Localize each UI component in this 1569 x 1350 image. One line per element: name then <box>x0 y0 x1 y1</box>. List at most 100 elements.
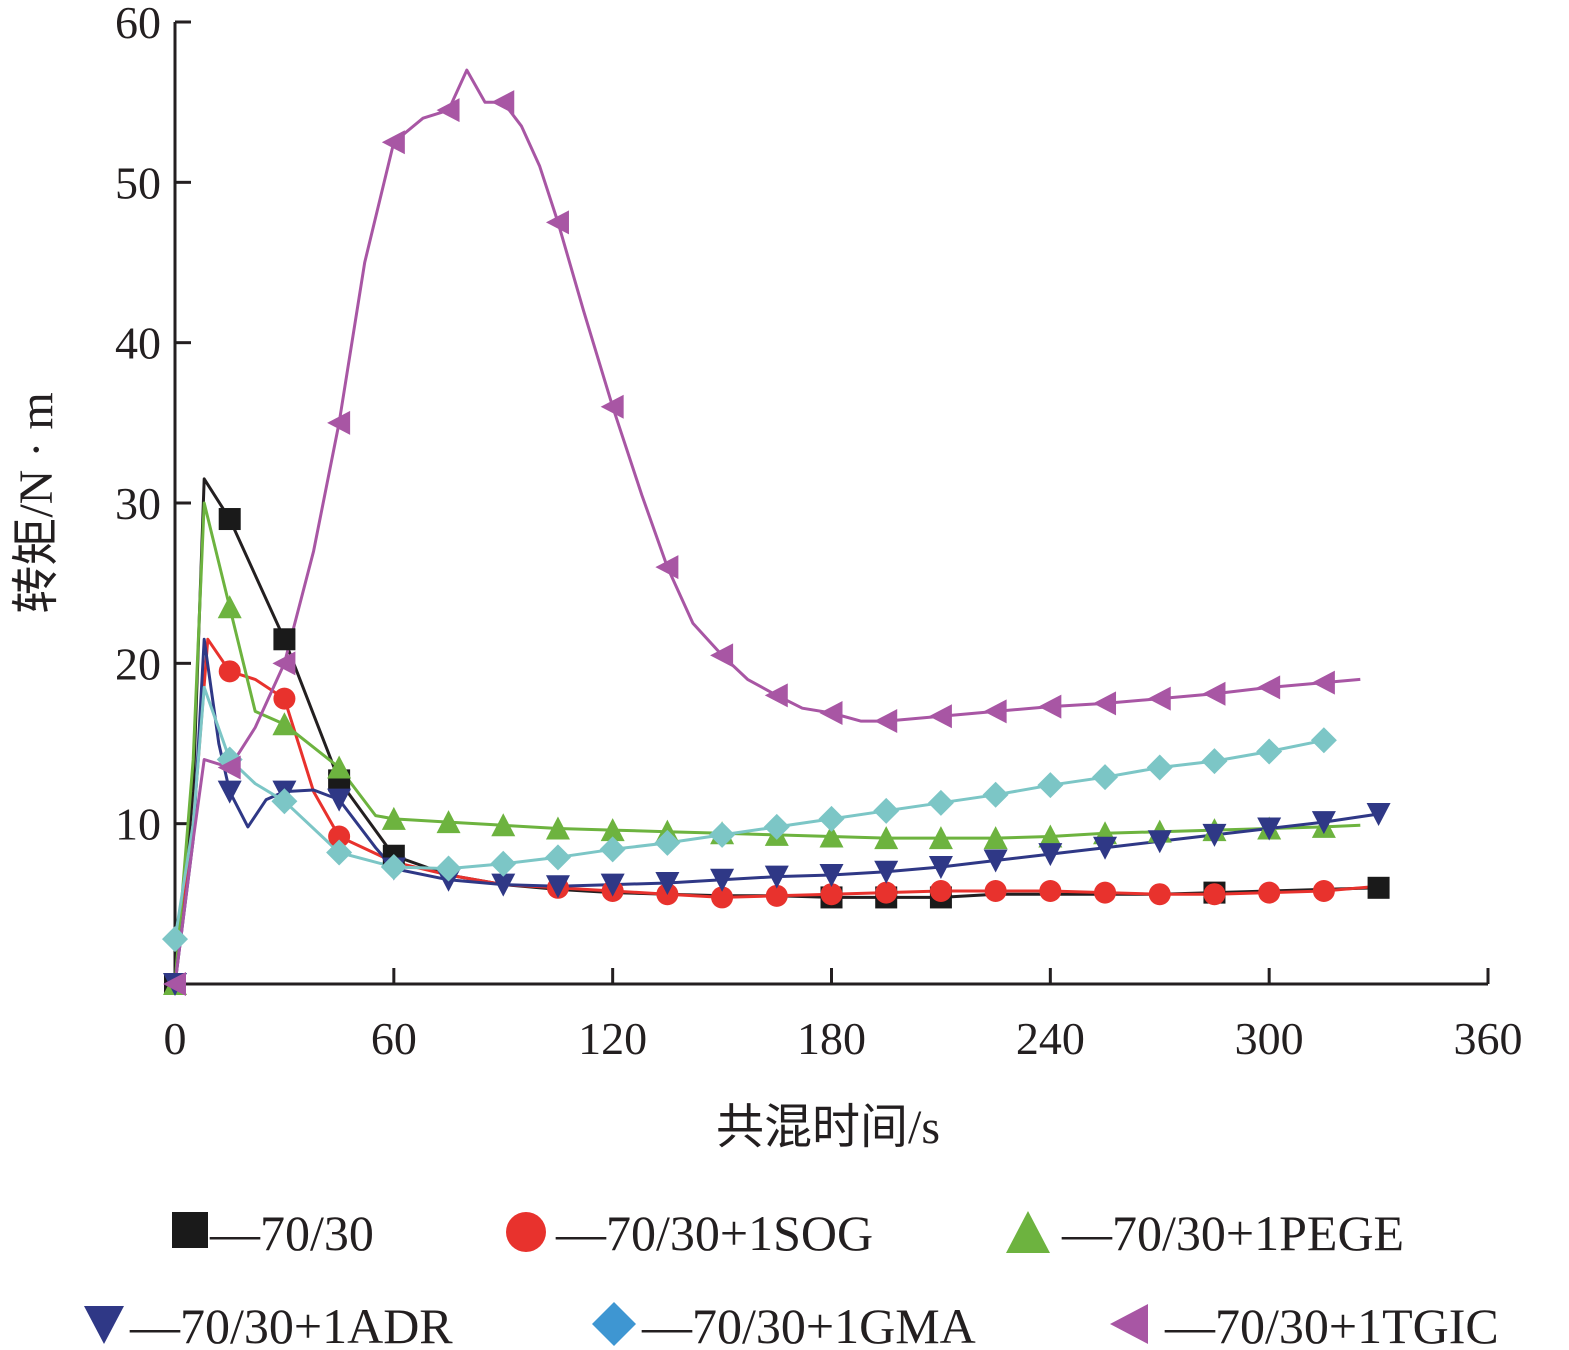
triangle-up-data-point <box>819 824 844 848</box>
square-data-point <box>218 508 241 531</box>
diamond-data-point <box>544 844 571 871</box>
diamond-data-point <box>599 836 626 863</box>
triangle-left-data-point <box>163 972 186 996</box>
triangle-left-data-point <box>1202 681 1226 706</box>
triangle-down-data-point <box>764 865 789 889</box>
legend-label: —70/30+1GMA <box>641 1298 976 1350</box>
square-marker-icon <box>172 1212 208 1248</box>
diamond-marker-icon <box>592 1302 636 1346</box>
legend-item-70-30-1tgic: —70/30+1TGIC <box>1110 1298 1499 1350</box>
triangle-up-data-point <box>874 826 899 850</box>
y-tick-label: 50 <box>115 157 161 208</box>
diamond-data-point <box>1146 754 1173 781</box>
circle-data-point <box>984 880 1007 903</box>
diamond-data-point <box>654 829 681 856</box>
series-markers-70-30-1sog <box>218 660 1335 909</box>
legend-item-70-30-1sog: —70/30+1SOG <box>506 1205 873 1261</box>
legend-label: —70/30 <box>209 1205 374 1261</box>
triangle-left-data-point <box>710 643 734 668</box>
x-tick-label: 0 <box>164 1013 187 1064</box>
triangle-left-data-point <box>272 651 296 676</box>
triangle-left-data-point <box>327 410 351 435</box>
triangle-up-data-point <box>545 816 570 840</box>
circle-marker-icon <box>506 1212 546 1252</box>
diamond-data-point <box>982 781 1009 808</box>
legend-label: —70/30+1PEGE <box>1061 1205 1404 1261</box>
x-tick-label: 240 <box>1016 1013 1085 1064</box>
legend-item-70-30-1adr: —70/30+1ADR <box>84 1298 453 1350</box>
plot-area: 0 60 120 180 240 300 360 10 20 30 40 50 60 <box>115 0 1523 1064</box>
x-tick-label: 300 <box>1235 1013 1304 1064</box>
diamond-data-point <box>818 805 845 832</box>
diamond-data-point <box>1201 748 1228 775</box>
triangle-left-data-point <box>1038 694 1062 719</box>
triangle-left-data-point <box>217 755 241 780</box>
circle-data-point <box>765 884 788 907</box>
triangle-left-data-point <box>381 130 405 155</box>
triangle-left-data-point <box>436 98 460 123</box>
triangle-up-data-point <box>1038 824 1063 848</box>
diamond-data-point <box>763 813 790 840</box>
circle-data-point <box>273 687 296 710</box>
series-markers-70-30-1gma <box>162 727 1337 953</box>
triangle-down-data-point <box>1202 823 1227 847</box>
triangle-down-data-point <box>874 860 899 884</box>
circle-data-point <box>328 825 351 848</box>
triangle-left-data-point <box>491 90 515 115</box>
circle-data-point <box>929 880 952 903</box>
triangle-down-data-point <box>928 855 953 879</box>
triangle-up-data-point <box>600 818 625 842</box>
diamond-data-point <box>326 839 353 866</box>
diamond-data-point <box>873 797 900 824</box>
diamond-data-point <box>709 821 736 848</box>
series-line-70-30-1pege <box>173 501 1361 985</box>
circle-data-point <box>1039 880 1062 903</box>
series-markers-70-30-1adr <box>163 780 1391 996</box>
series-layer <box>173 68 1379 985</box>
triangle-down-data-point <box>327 788 352 812</box>
triangle-up-data-point <box>381 806 406 830</box>
triangle-down-data-point <box>1366 803 1391 827</box>
y-tick-label: 30 <box>115 478 161 529</box>
triangle-left-data-point <box>928 704 952 729</box>
triangle-left-data-point <box>874 709 898 734</box>
legend-label: —70/30+1ADR <box>129 1298 453 1350</box>
triangle-left-data-point <box>1093 691 1117 716</box>
y-tick-label: 10 <box>115 799 161 850</box>
triangle-left-data-point <box>983 699 1007 724</box>
triangle-left-data-point <box>1147 686 1171 711</box>
circle-data-point <box>1203 883 1226 906</box>
triangle-down-data-point <box>1038 843 1063 867</box>
triangle-up-data-point <box>436 810 461 834</box>
circle-data-point <box>875 881 898 904</box>
triangle-down-data-point <box>819 863 844 887</box>
triangle-down-data-point <box>1257 817 1282 841</box>
triangle-left-data-point <box>600 394 624 419</box>
legend-item-70-30: —70/30 <box>172 1205 374 1261</box>
triangle-up-data-point <box>272 712 297 736</box>
diamond-data-point <box>1037 772 1064 799</box>
legend-item-70-30-1pege: —70/30+1PEGE <box>1006 1205 1404 1261</box>
triangle-down-data-point <box>983 849 1008 873</box>
triangle-down-data-point <box>1147 830 1172 854</box>
triangle-down-data-point <box>217 780 242 804</box>
triangle-up-data-point <box>983 826 1008 850</box>
triangle-up-marker-icon <box>1006 1211 1050 1253</box>
triangle-left-data-point <box>1257 675 1281 700</box>
diamond-data-point <box>1256 738 1283 765</box>
y-tick-label: 20 <box>115 638 161 689</box>
triangle-down-data-point <box>600 873 625 897</box>
diamond-data-point <box>1092 764 1119 791</box>
triangle-up-data-point <box>928 826 953 850</box>
triangle-left-data-point <box>655 555 679 580</box>
diamond-data-point <box>162 926 188 953</box>
triangle-down-data-point <box>710 868 735 892</box>
legend-item-70-30-1gma: —70/30+1GMA <box>592 1298 976 1350</box>
circle-data-point <box>218 660 241 683</box>
triangle-left-marker-icon <box>1110 1304 1148 1344</box>
triangle-up-data-point <box>491 813 516 837</box>
markers-layer <box>162 90 1391 996</box>
series-markers-70-30-1tgic <box>163 90 1335 996</box>
diamond-data-point <box>380 853 407 880</box>
